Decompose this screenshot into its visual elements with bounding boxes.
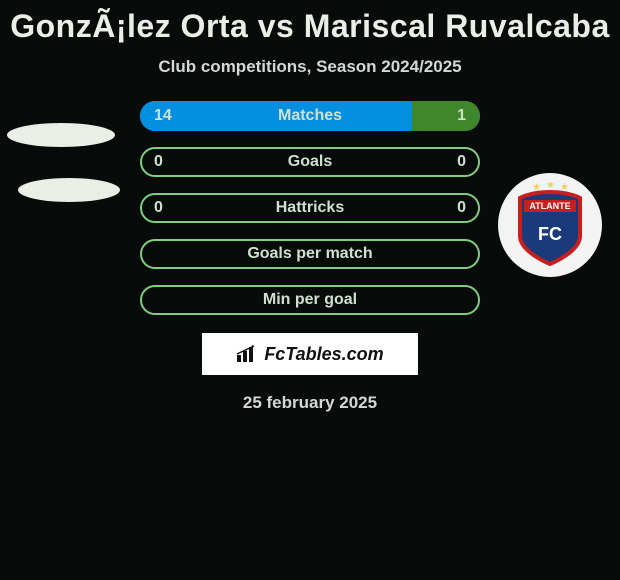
stat-label: Matches <box>140 101 480 131</box>
stat-row: 0 Goals 0 <box>140 147 480 177</box>
player-right-club-badge: ★ ★ ★ ATLANTE FC <box>498 173 602 277</box>
player-left-avatar-1 <box>7 123 115 147</box>
stat-row: 0 Hattricks 0 <box>140 193 480 223</box>
stat-label: Goals per match <box>140 239 480 269</box>
stat-row: 14 Matches 1 <box>140 101 480 131</box>
svg-text:★: ★ <box>546 182 557 191</box>
stat-row: Goals per match <box>140 239 480 269</box>
stat-row: Min per goal <box>140 285 480 315</box>
bars-icon <box>236 345 258 363</box>
atlante-badge-icon: ★ ★ ★ ATLANTE FC <box>512 182 588 268</box>
page-title: GonzÃ¡lez Orta vs Mariscal Ruvalcaba <box>0 0 620 45</box>
player-left-avatar-2 <box>18 178 120 202</box>
svg-text:ATLANTE: ATLANTE <box>529 201 570 211</box>
footer-brand-text: FcTables.com <box>264 344 383 365</box>
stat-right-value: 1 <box>457 101 466 131</box>
subtitle: Club competitions, Season 2024/2025 <box>0 57 620 77</box>
stat-label: Min per goal <box>140 285 480 315</box>
footer-brand: FcTables.com <box>202 333 418 375</box>
svg-text:FC: FC <box>538 224 562 244</box>
stat-right-value: 0 <box>457 193 466 223</box>
stat-label: Hattricks <box>140 193 480 223</box>
date: 25 february 2025 <box>0 393 620 413</box>
comparison-card: GonzÃ¡lez Orta vs Mariscal Ruvalcaba Clu… <box>0 0 620 580</box>
stat-label: Goals <box>140 147 480 177</box>
stat-right-value: 0 <box>457 147 466 177</box>
